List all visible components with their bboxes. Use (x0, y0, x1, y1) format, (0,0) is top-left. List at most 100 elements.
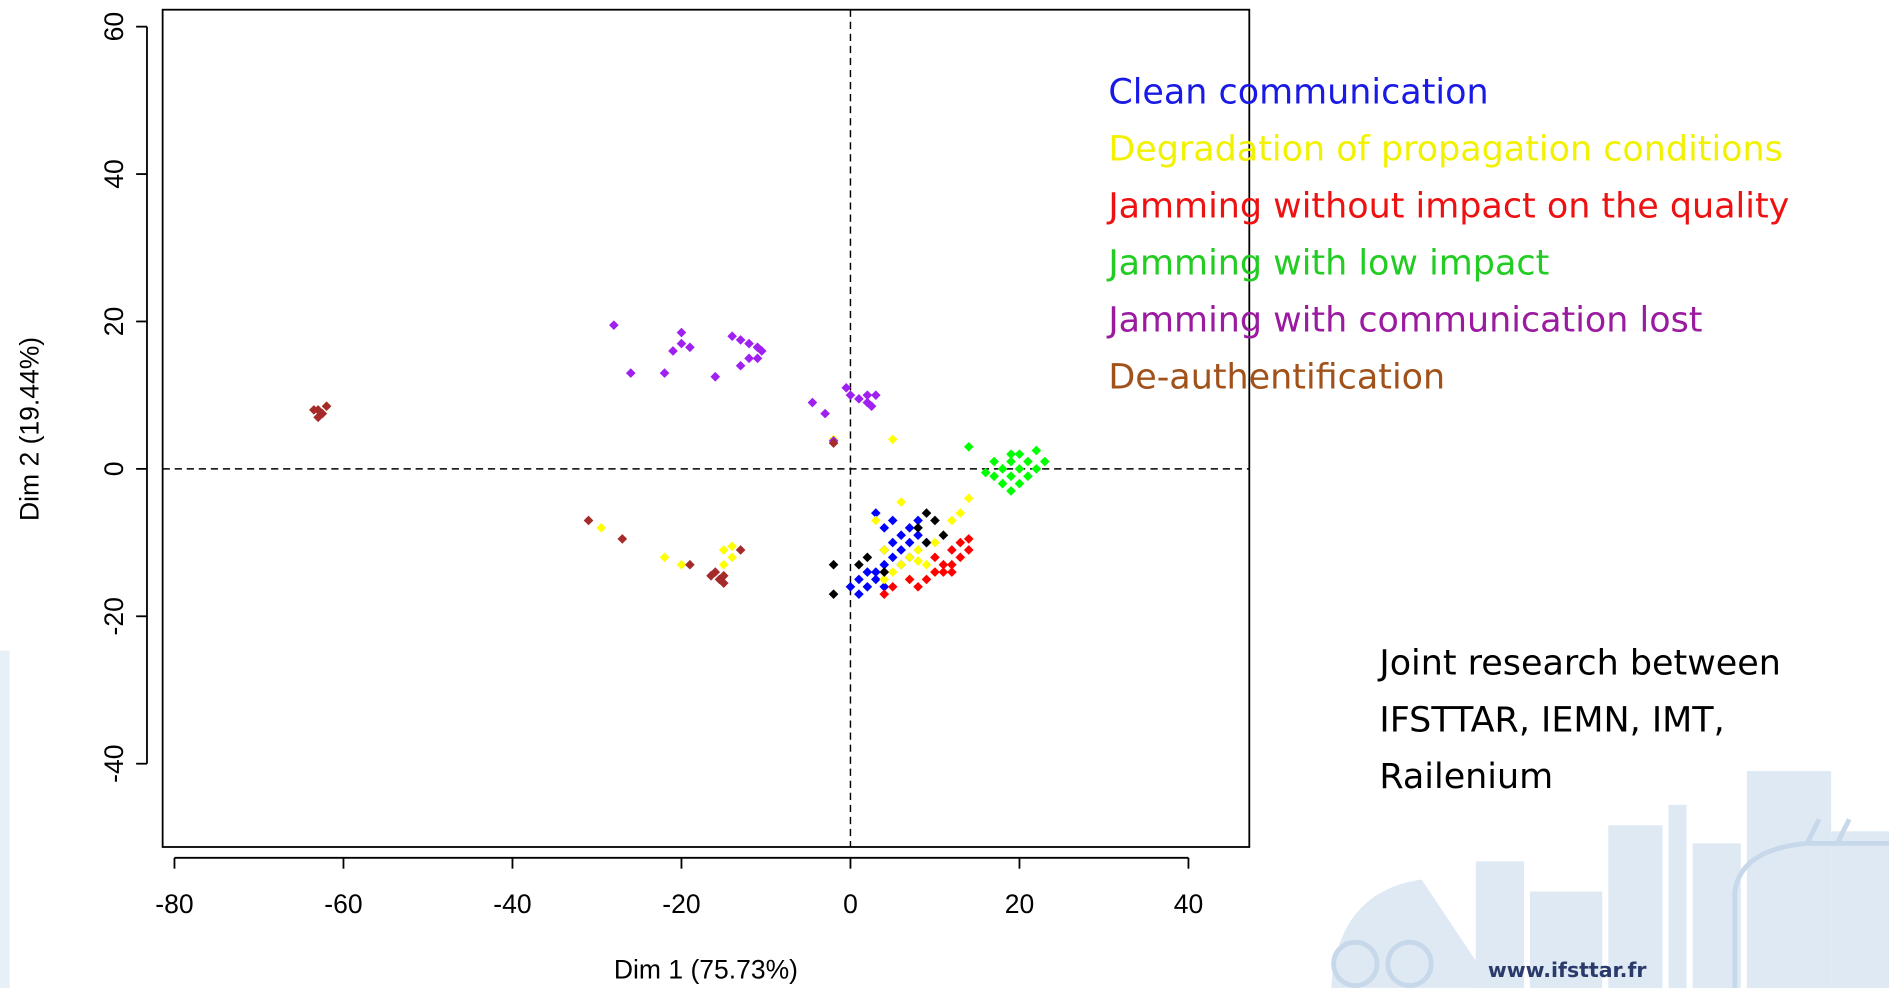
point (888, 553, 898, 563)
point (905, 523, 915, 533)
point (888, 582, 898, 592)
legend-entry: Jamming with communication lost (1106, 301, 1702, 341)
point (896, 545, 906, 555)
x-tick-label: -40 (493, 889, 531, 919)
x-tick-label: -60 (324, 889, 362, 919)
point (964, 534, 974, 544)
point (998, 479, 1008, 489)
point (879, 545, 889, 555)
point (947, 516, 957, 526)
point (922, 560, 932, 570)
page: Dim 1 (75.73%) Dim 2 (19.44%) Clean comm… (0, 0, 1889, 988)
point (677, 560, 687, 570)
point (871, 390, 881, 400)
point (596, 523, 606, 533)
slide: Dim 1 (75.73%) Dim 2 (19.44%) Clean comm… (0, 0, 1889, 988)
point (1006, 486, 1016, 496)
point (888, 567, 898, 577)
point (846, 582, 856, 592)
point (879, 523, 889, 533)
y-tick-label: 20 (99, 307, 129, 336)
point (922, 538, 932, 548)
point (727, 331, 737, 341)
point (922, 508, 932, 518)
point (854, 589, 864, 599)
point (955, 553, 965, 563)
point (829, 589, 839, 599)
x-tick-label: -80 (155, 889, 193, 919)
point (609, 320, 619, 330)
point (1032, 464, 1042, 474)
point (841, 383, 851, 393)
point (1032, 446, 1042, 456)
point (964, 494, 974, 504)
plot-area (163, 10, 1250, 847)
point (820, 409, 830, 419)
x-tick-label: 40 (1174, 889, 1203, 919)
x-tick-label: 0 (843, 889, 858, 919)
point (955, 538, 965, 548)
point (736, 361, 746, 371)
point (964, 442, 974, 452)
point (660, 368, 670, 378)
point (1023, 457, 1033, 467)
point (879, 589, 889, 599)
plot-frame (163, 10, 1250, 847)
point (677, 339, 687, 349)
point (660, 553, 670, 563)
y-tick-label: -20 (99, 597, 129, 635)
note-line: IFSTTAR, IEMN, IMT, (1379, 700, 1724, 740)
point (1006, 471, 1016, 481)
point (871, 575, 881, 585)
point (879, 567, 889, 577)
point (685, 342, 695, 352)
point (947, 567, 957, 577)
y-tick-label: 60 (99, 12, 129, 41)
point (913, 556, 923, 566)
point (736, 335, 746, 345)
point (584, 516, 594, 526)
point (719, 560, 729, 570)
point (854, 575, 864, 585)
point (863, 567, 873, 577)
point (888, 516, 898, 526)
y-tick-label: 0 (99, 462, 129, 477)
point (668, 346, 678, 356)
point (922, 575, 932, 585)
point (939, 530, 949, 540)
point (930, 553, 940, 563)
y-axis-label: Dim 2 (19.44%) (15, 337, 45, 521)
point (685, 560, 695, 570)
x-axis-label: Dim 1 (75.73%) (614, 954, 798, 984)
point (863, 582, 873, 592)
point (930, 567, 940, 577)
legend-entry: De-authentification (1108, 358, 1445, 398)
point (710, 372, 720, 382)
point (626, 368, 636, 378)
point (1006, 449, 1016, 459)
x-tick-label: -20 (662, 889, 700, 919)
point (989, 471, 999, 481)
y-tick-label: 40 (99, 159, 129, 188)
point (854, 394, 864, 404)
point (905, 575, 915, 585)
point (677, 328, 687, 338)
point (736, 545, 746, 555)
point (1015, 479, 1025, 489)
legend-entry: Jamming without impact on the quality (1106, 187, 1789, 227)
point (947, 545, 957, 555)
point (913, 582, 923, 592)
point (719, 545, 729, 555)
point (905, 553, 915, 563)
point (888, 538, 898, 548)
url: www.ifsttar.fr (1488, 958, 1648, 982)
point (1015, 464, 1025, 474)
point (998, 464, 1008, 474)
point (896, 560, 906, 570)
point (896, 530, 906, 540)
point (871, 516, 881, 526)
point (863, 553, 873, 563)
point (888, 435, 898, 445)
y-tick-label: -40 (99, 745, 129, 783)
